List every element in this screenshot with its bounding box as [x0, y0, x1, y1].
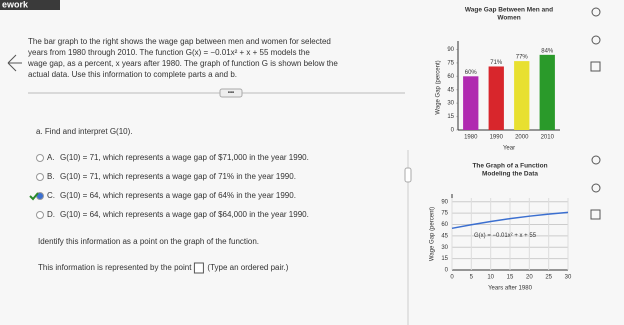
check-mark: [29, 192, 39, 201]
problem-line: The bar graph to the right shows the wag…: [28, 37, 331, 46]
value-label: 60%: [465, 70, 478, 76]
bar: [514, 61, 530, 130]
radio[interactable]: [36, 173, 44, 181]
problem-line: wage gap, as a percent, x years after 19…: [27, 59, 338, 68]
zoom-icon[interactable]: [591, 183, 601, 193]
bar: [488, 66, 504, 130]
chart-title: The Graph of a Function: [472, 163, 547, 170]
y-tick-label: 0: [445, 268, 449, 274]
y-tick-label: 90: [447, 47, 454, 53]
answer-input[interactable]: [193, 262, 204, 274]
y-tick-label: 75: [447, 60, 454, 66]
radio[interactable]: [36, 211, 44, 219]
x-axis-label: Year: [503, 146, 515, 152]
x-tick-label: 10: [487, 275, 494, 281]
y-tick-label: 15: [441, 256, 448, 262]
problem-line: years from 1980 through 2010. The functi…: [28, 48, 310, 57]
x-tick-label: 0: [450, 275, 454, 281]
bar: [539, 54, 555, 131]
x-tick-label: 20: [526, 275, 533, 281]
header-title: ework: [2, 0, 29, 9]
y-tick-label: 45: [441, 233, 448, 239]
back-arrow[interactable]: [7, 54, 22, 72]
value-label: 84%: [541, 48, 554, 54]
value-label: 71%: [490, 60, 503, 66]
x-tick-label: 30: [565, 275, 572, 281]
y-axis-label: Wage Gap (percent): [430, 207, 436, 261]
popout-icon[interactable]: [590, 209, 601, 220]
popout-icon[interactable]: [590, 61, 601, 72]
option-letter: A.: [47, 153, 55, 162]
y-axis-label: Wage Gap (percent): [436, 60, 442, 114]
option-text: G(10) = 71, which represents a wage gap …: [60, 153, 309, 162]
x-tick-label: 2000: [515, 135, 529, 141]
y-tick-label: 90: [441, 199, 448, 205]
y-tick-label: 30: [441, 245, 448, 251]
expand-dots: •••: [228, 91, 234, 97]
separator-handle[interactable]: [404, 167, 412, 183]
chart-title: Modeling the Data: [482, 171, 538, 178]
option-letter: B.: [47, 172, 55, 181]
x-tick-label: 1990: [490, 135, 504, 141]
annotation: G(x) = −0.01x² + x + 55: [474, 233, 537, 239]
x-tick-label: 1980: [464, 135, 478, 141]
chart-title: Wage Gap Between Men and: [465, 7, 553, 14]
x-axis-label: Years after 1980: [488, 286, 532, 292]
zoom-icon[interactable]: [591, 7, 601, 17]
identify-text: Identify this information as a point on …: [38, 237, 259, 246]
radio[interactable]: [36, 154, 44, 162]
zoom-icon[interactable]: [591, 155, 601, 165]
x-tick-label: 2010: [541, 135, 555, 141]
header-bar: [0, 0, 60, 10]
y-tick-label: 60: [441, 222, 448, 228]
zoom-icon[interactable]: [591, 35, 601, 45]
y-tick-label: 45: [447, 87, 454, 93]
y-tick-label: 60: [447, 74, 454, 80]
option-letter: C.: [47, 191, 55, 200]
value-label: 77%: [516, 55, 529, 61]
x-tick-label: 25: [545, 275, 552, 281]
bar: [463, 76, 479, 130]
option-text: G(10) = 71, which represents a wage gap …: [60, 172, 296, 181]
option-text: G(10) = 64, which represents a wage gap …: [60, 191, 296, 200]
side-icons: [590, 7, 601, 220]
line-series: [451, 211, 569, 230]
y-tick-label: 75: [441, 211, 448, 217]
option-letter: D.: [47, 210, 55, 219]
part-prompt: a. Find and interpret G(10).: [36, 127, 133, 136]
y-tick-label: 0: [451, 128, 455, 134]
answer-hint: (Type an ordered pair.): [207, 263, 288, 272]
problem-line: actual data. Use this information to com…: [28, 70, 237, 79]
chart-title: Women: [497, 15, 520, 22]
answer-text: This information is represented by the p…: [38, 263, 192, 272]
y-tick-label: 30: [447, 101, 454, 107]
option-text: G(10) = 64, which represents a wage gap …: [60, 210, 309, 219]
expand-button[interactable]: [219, 88, 243, 98]
x-tick-label: 15: [507, 275, 514, 281]
y-tick-label: 15: [447, 114, 454, 120]
x-tick-label: 5: [470, 275, 474, 281]
